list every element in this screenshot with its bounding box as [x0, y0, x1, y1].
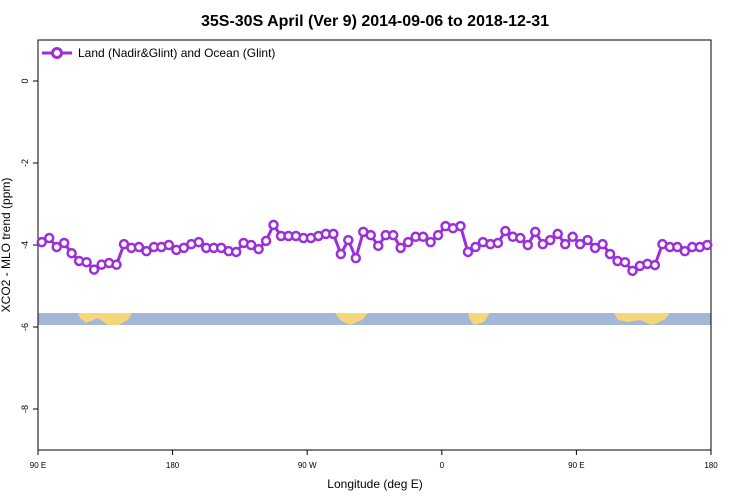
point — [627, 265, 638, 277]
point — [649, 259, 661, 271]
y-tick-label: 0 — [20, 78, 30, 83]
point — [515, 232, 526, 244]
map-strip — [38, 313, 711, 325]
point — [597, 238, 608, 250]
point — [350, 252, 362, 264]
point — [702, 239, 713, 251]
x-axis-label: Longitude (deg E) — [327, 477, 422, 491]
point — [679, 245, 691, 257]
point — [51, 241, 62, 253]
point — [470, 241, 481, 253]
point — [537, 238, 548, 250]
point — [559, 238, 571, 250]
x-tick-label: 180 — [704, 461, 718, 470]
point — [58, 237, 70, 249]
point — [193, 236, 205, 248]
point — [522, 239, 534, 251]
y-tick-label: -2 — [20, 159, 30, 167]
point — [567, 231, 578, 243]
point — [387, 229, 399, 241]
point — [111, 259, 122, 270]
x-tick-label: 0 — [440, 461, 445, 470]
point — [455, 220, 466, 232]
legend-marker — [51, 47, 63, 59]
point — [81, 256, 92, 268]
point — [43, 232, 55, 244]
point — [268, 219, 279, 231]
x-tick-label: 180 — [166, 461, 180, 470]
point — [88, 264, 100, 275]
point — [604, 248, 616, 260]
point — [462, 246, 474, 258]
point — [335, 248, 347, 260]
point — [253, 243, 264, 255]
point — [619, 256, 631, 268]
y-tick-label: -4 — [20, 241, 30, 249]
x-tick-label: 90 E — [568, 461, 584, 470]
point — [574, 238, 586, 250]
point — [432, 229, 444, 241]
point — [328, 228, 339, 240]
x-tick-label: 90 W — [298, 461, 317, 470]
point — [245, 239, 257, 251]
y-tick-label: -6 — [20, 323, 30, 331]
point — [425, 236, 436, 248]
legend-label: Land (Nadir&Glint) and Ocean (Glint) — [78, 46, 275, 60]
point — [492, 237, 504, 249]
x-tick-label: 90 E — [30, 461, 46, 470]
point — [163, 239, 175, 251]
point — [530, 226, 541, 238]
y-tick-label: -8 — [20, 405, 30, 413]
point — [141, 245, 152, 257]
y-axis-label: XCO2 - MLO trend (ppm) — [0, 178, 13, 313]
point — [365, 229, 377, 241]
point — [402, 236, 414, 248]
point — [230, 246, 242, 258]
point — [36, 236, 47, 248]
legend: Land (Nadir&Glint) and Ocean (Glint) — [42, 46, 275, 60]
point — [544, 234, 556, 246]
point — [395, 242, 406, 254]
point — [500, 225, 511, 237]
point — [417, 231, 429, 243]
point — [260, 235, 272, 247]
point — [672, 241, 683, 253]
chart-title: 35S-30S April (Ver 9) 2014-09-06 to 2018… — [201, 13, 549, 30]
point — [66, 247, 77, 259]
point — [372, 240, 384, 252]
point — [552, 228, 563, 240]
point — [582, 234, 593, 246]
point — [343, 234, 354, 246]
point — [133, 241, 145, 253]
